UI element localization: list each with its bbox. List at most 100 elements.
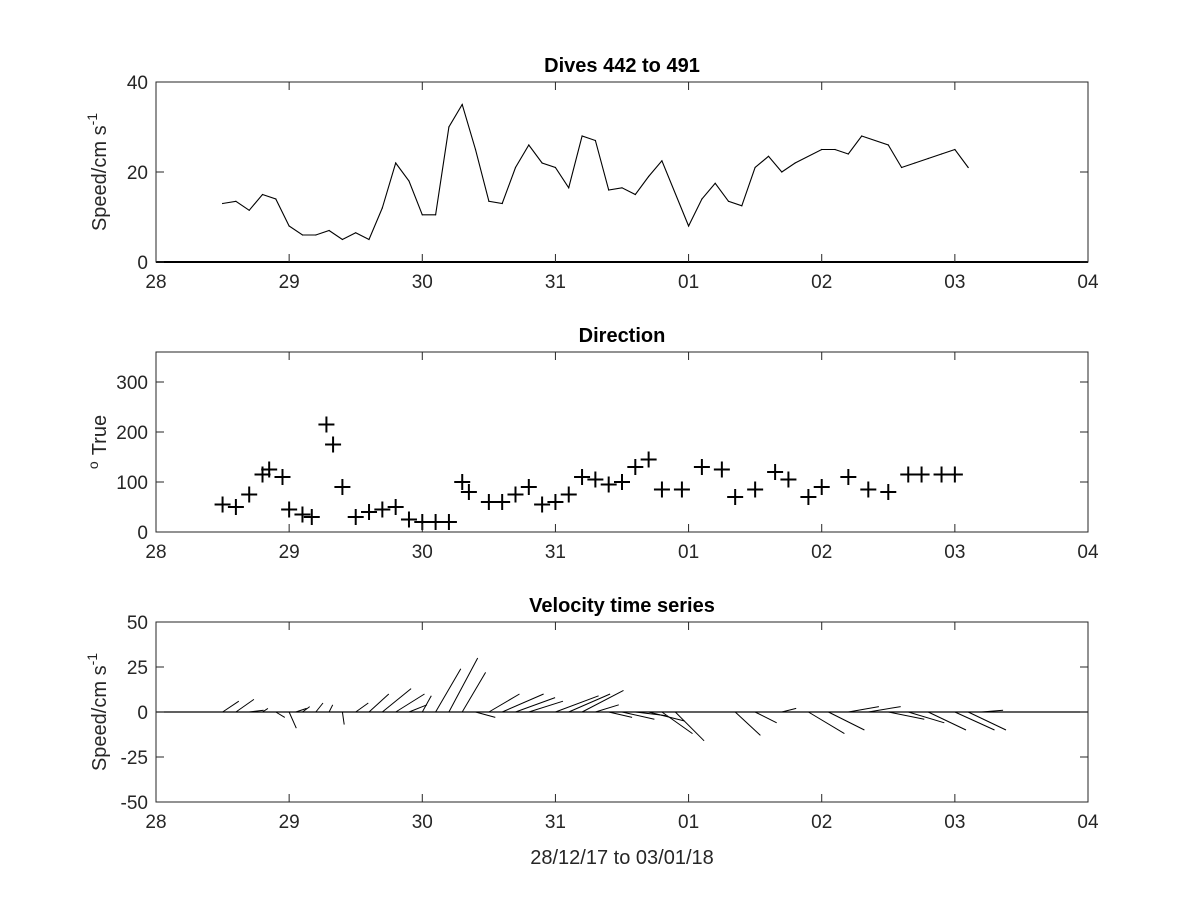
velocity-stick — [448, 657, 479, 713]
plus-marker — [946, 466, 963, 483]
velocity-stick — [981, 709, 1004, 713]
velocity-stick — [355, 702, 369, 713]
plus-marker — [713, 461, 730, 478]
y-axis-label-text: Speed/cm s — [89, 665, 111, 771]
y-tick-label: 0 — [137, 703, 148, 724]
data-point — [901, 166, 903, 169]
plus-marker — [507, 486, 524, 503]
plus-marker — [303, 509, 320, 525]
velocity-stick — [249, 709, 264, 713]
data-point — [914, 162, 916, 164]
data-point — [714, 182, 716, 184]
data-point — [235, 200, 237, 202]
data-point — [621, 187, 623, 189]
y-axis-label-text: Speed/cm s — [89, 125, 111, 231]
velocity-stick — [295, 707, 307, 713]
plus-marker — [653, 481, 670, 498]
plus-marker — [227, 499, 244, 515]
data-point — [341, 238, 343, 241]
plus-marker — [241, 486, 258, 503]
data-point — [648, 175, 650, 178]
data-point — [954, 148, 956, 151]
plus-marker — [813, 479, 830, 495]
velocity-stick — [315, 702, 324, 713]
data-point — [940, 153, 943, 155]
velocity-stick — [302, 706, 311, 713]
x-tick-label: 01 — [678, 542, 699, 563]
velocity-stick — [808, 711, 845, 735]
axes-box — [155, 351, 1089, 533]
data-point — [608, 189, 610, 191]
data-point — [887, 144, 889, 146]
velocity-stick — [502, 693, 544, 713]
plus-marker — [747, 481, 764, 498]
plus-marker — [274, 469, 291, 485]
velocity-stick — [341, 711, 345, 725]
velocity-stick — [528, 700, 564, 713]
plus-marker — [780, 471, 797, 488]
data-point — [794, 162, 796, 164]
plus-marker — [494, 494, 511, 510]
y-tick-label: 300 — [116, 373, 148, 394]
plus-marker — [214, 496, 231, 513]
y-axis-label-superscript: -1 — [84, 653, 100, 666]
x-tick-label: 29 — [279, 542, 300, 563]
plus-marker — [520, 479, 537, 495]
velocity-stick — [381, 688, 412, 713]
data-point — [741, 205, 743, 207]
x-tick-label: 03 — [944, 542, 965, 563]
x-tick-label: 30 — [412, 812, 433, 833]
velocity-stick — [581, 689, 624, 713]
data-point — [368, 238, 370, 241]
plus-marker — [261, 461, 278, 478]
x-tick-label: 31 — [545, 542, 566, 563]
y-axis-label-superscript: -1 — [84, 113, 100, 126]
velocity-stick — [734, 711, 761, 736]
y-tick-label: 40 — [127, 73, 148, 94]
velocity-stick — [595, 704, 619, 713]
y-tick-label: 100 — [116, 473, 148, 494]
velocity-stick — [328, 704, 334, 713]
y-tick-label: 20 — [127, 163, 148, 184]
data-point — [355, 232, 357, 234]
plus-marker — [374, 501, 391, 518]
y-axis-label: Speed/cm s-1 — [84, 653, 111, 771]
velocity-stick — [754, 711, 777, 724]
velocity-stick — [648, 711, 685, 722]
plus-marker — [560, 486, 577, 503]
x-tick-label: 02 — [811, 812, 832, 833]
velocity-stick — [927, 711, 967, 731]
data-point — [821, 148, 823, 151]
y-tick-label: 0 — [137, 523, 148, 544]
x-tick-label: 29 — [279, 272, 300, 293]
x-tick-label: 28 — [145, 272, 166, 293]
data-point — [581, 135, 583, 137]
data-point — [688, 225, 690, 227]
plus-marker — [673, 481, 690, 498]
x-tick-label: 02 — [811, 542, 832, 563]
data-point — [541, 162, 543, 164]
plus-marker — [347, 509, 364, 525]
velocity-stick — [288, 711, 297, 729]
velocity-stick — [967, 711, 1007, 731]
series-line — [222, 103, 969, 241]
velocity-stick — [888, 711, 925, 720]
velocity-stick — [568, 693, 611, 713]
data-point — [261, 193, 264, 196]
plus-marker — [767, 464, 784, 480]
plus-marker — [334, 479, 351, 495]
plus-marker — [387, 499, 404, 515]
data-point — [408, 180, 410, 182]
plus-marker — [361, 504, 378, 520]
plus-marker — [318, 416, 335, 433]
y-tick-label: -50 — [121, 793, 148, 814]
velocity-stick — [954, 711, 995, 731]
x-tick-label: 01 — [678, 272, 699, 293]
velocity-stick — [781, 707, 797, 713]
plus-marker — [614, 474, 630, 490]
y-axis-label-superscript: o — [85, 461, 101, 469]
plus-marker — [454, 474, 471, 490]
data-point — [847, 153, 849, 155]
velocity-stick — [868, 706, 901, 713]
